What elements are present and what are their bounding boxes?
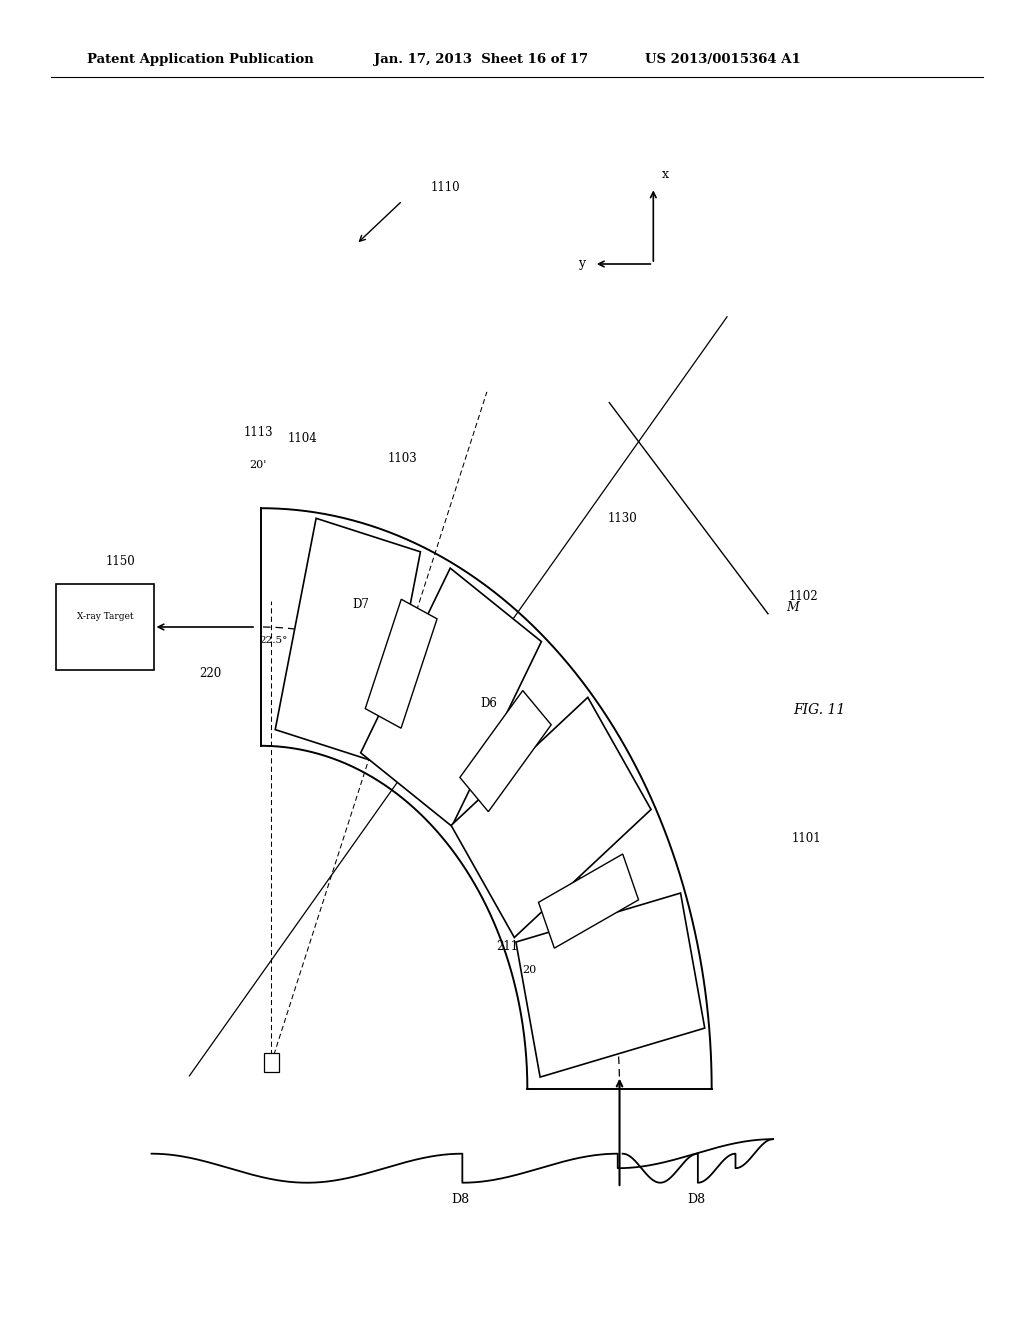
- Polygon shape: [360, 568, 542, 826]
- Text: 1130: 1130: [607, 512, 638, 525]
- Text: M: M: [786, 601, 799, 614]
- Text: D7: D7: [352, 598, 369, 611]
- Polygon shape: [516, 894, 705, 1077]
- Text: 22.5°: 22.5°: [259, 636, 288, 644]
- Text: 20: 20: [522, 965, 537, 975]
- Text: 1103: 1103: [387, 451, 418, 465]
- Text: D6: D6: [480, 697, 497, 710]
- Text: X-ray Target: X-ray Target: [77, 612, 133, 620]
- Bar: [264, 1053, 279, 1072]
- Polygon shape: [539, 854, 639, 948]
- Text: y: y: [579, 257, 585, 271]
- Text: 1150: 1150: [105, 554, 136, 568]
- Text: 1104: 1104: [287, 432, 317, 445]
- Text: Patent Application Publication: Patent Application Publication: [87, 53, 313, 66]
- Text: x: x: [663, 168, 669, 181]
- Text: 20': 20': [250, 459, 266, 470]
- Text: 220: 220: [199, 667, 221, 680]
- Text: 211: 211: [496, 940, 518, 953]
- Text: 1110: 1110: [431, 181, 460, 194]
- Text: 1102: 1102: [790, 590, 818, 603]
- Polygon shape: [275, 519, 421, 763]
- Polygon shape: [452, 697, 651, 937]
- Polygon shape: [366, 599, 437, 729]
- Polygon shape: [460, 690, 551, 812]
- Text: 1113: 1113: [244, 426, 273, 440]
- Text: D8: D8: [452, 1193, 470, 1206]
- Bar: [56, 585, 154, 671]
- Text: FIG. 11: FIG. 11: [793, 704, 846, 717]
- Text: US 2013/0015364 A1: US 2013/0015364 A1: [645, 53, 801, 66]
- Text: D8: D8: [687, 1193, 706, 1206]
- Text: Jan. 17, 2013  Sheet 16 of 17: Jan. 17, 2013 Sheet 16 of 17: [374, 53, 588, 66]
- Text: 1101: 1101: [793, 832, 821, 845]
